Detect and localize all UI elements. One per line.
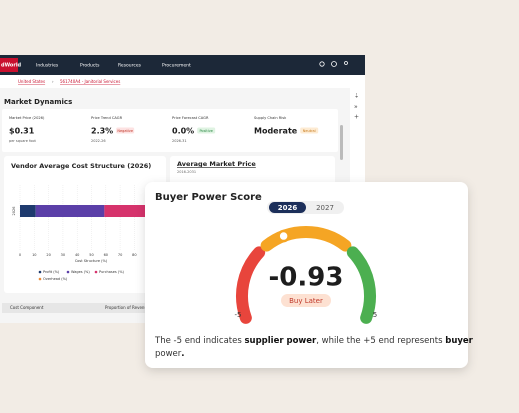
logo: dWorld [1, 63, 22, 69]
toolbar-icon[interactable]: » [354, 104, 358, 111]
nav-bar [0, 55, 365, 75]
score-value: -0.93 [269, 263, 344, 293]
legend-label: Wages (%) [71, 270, 90, 274]
x-tick-label: 30 [61, 253, 65, 257]
search-icon[interactable] [319, 61, 325, 67]
description-text: . [181, 349, 184, 359]
legend-label: Purchases (%) [99, 270, 125, 274]
legend-swatch [38, 277, 42, 281]
breadcrumb-bar [0, 75, 365, 88]
badge: Positive [199, 129, 213, 133]
bar-segment [20, 205, 36, 217]
toolbar-icon[interactable]: + [354, 114, 359, 121]
legend-swatch [94, 270, 98, 274]
gauge-marker [277, 229, 290, 243]
globe-icon[interactable] [331, 61, 337, 67]
column-header: Cost Component [10, 305, 44, 310]
description-line: The -5 end indicates supplier power, whi… [154, 336, 474, 346]
description-text: , while the +5 end represents [316, 336, 445, 346]
panel-subtitle: 2016-2031 [177, 170, 196, 174]
badge-bg [300, 127, 319, 134]
separator: › [52, 79, 54, 84]
legend-swatch [66, 270, 70, 274]
nav-item[interactable]: Industries [36, 63, 59, 69]
gauge-segment [236, 246, 266, 324]
y-category: 2026 [12, 207, 16, 216]
metric-label: Price Trend CAGR [91, 116, 123, 120]
badge-bg [116, 127, 135, 134]
gauge-max: 5 [373, 311, 377, 319]
x-tick-label: 60 [104, 253, 108, 257]
scrollbar[interactable] [340, 125, 343, 160]
x-tick-label: 70 [118, 253, 122, 257]
year-active-bg [269, 202, 306, 213]
description-line: power. [155, 349, 185, 359]
bar-segment [104, 205, 148, 217]
column-header: Proportion of Revenue [105, 305, 150, 310]
year-option[interactable]: 2026 [278, 204, 298, 212]
logo-bg [0, 58, 18, 72]
metric-sub: per square foot [9, 139, 36, 143]
metric-value: 0.0% [172, 127, 194, 136]
nav-item[interactable]: Products [80, 63, 100, 69]
x-tick-label: 40 [75, 253, 79, 257]
metric-label: Market Price (2026) [9, 116, 45, 120]
x-tick-label: 50 [89, 253, 93, 257]
legend-label: Profit (%) [43, 270, 60, 274]
description-text: power [155, 349, 182, 359]
x-tick-label: 20 [46, 253, 50, 257]
metric-label: Price Forecast CAGR [172, 116, 209, 120]
description-text: The -5 end indicates [154, 336, 244, 346]
gauge-min: -5 [235, 311, 242, 319]
metric-value: $0.31 [9, 127, 35, 136]
legend-label: Overhead (%) [43, 277, 68, 281]
panel-title: Vendor Average Cost Structure (2026) [11, 162, 151, 170]
toolbar-icon[interactable]: ⇣ [354, 93, 359, 100]
metric-value: 2.3% [91, 127, 113, 136]
score-card [145, 182, 468, 368]
user-icon[interactable] [344, 61, 348, 65]
metric-value: Moderate [254, 127, 298, 136]
x-tick-label: 10 [32, 253, 36, 257]
bar-segment [35, 205, 105, 217]
metric-sub: 2026-31 [172, 139, 187, 143]
section-title: Market Dynamics [4, 98, 72, 106]
description-text: buyer [445, 336, 473, 346]
gauge-segment [346, 246, 376, 324]
badge: Neutral [303, 129, 316, 133]
x-tick-label: 0 [19, 253, 21, 257]
recommendation-pill [281, 294, 331, 307]
nav-item[interactable]: Procurement [162, 63, 191, 69]
vendor-panel [4, 156, 166, 293]
gauge-segment [260, 226, 352, 252]
breadcrumb[interactable]: 561740A4 - Janitorial Services [60, 79, 120, 84]
badge: Negative [117, 129, 133, 133]
metric-label: Supply Chain Risk [254, 116, 287, 120]
year-option[interactable]: 2027 [316, 204, 334, 212]
recommendation: Buy Later [289, 297, 323, 305]
badge-bg [197, 127, 216, 134]
legend-swatch [38, 270, 42, 274]
metric-sub: 2022-26 [91, 139, 106, 143]
panel-title[interactable]: Average Market Price [177, 160, 256, 168]
description-text: supplier power [244, 336, 317, 346]
card-title: Buyer Power Score [155, 192, 262, 203]
axis-label: Cost Structure (%) [75, 259, 108, 263]
x-tick-label: 80 [132, 253, 136, 257]
breadcrumb[interactable]: United States [18, 79, 45, 84]
metrics-card [2, 109, 338, 152]
nav-item[interactable]: Resources [118, 63, 142, 69]
